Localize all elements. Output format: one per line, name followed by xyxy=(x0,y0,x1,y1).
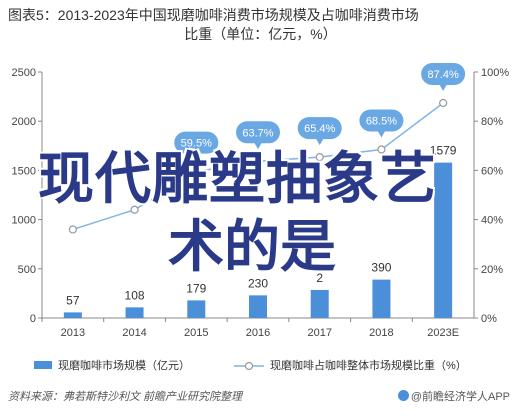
share-label-pointer xyxy=(254,142,262,150)
bar-value-label: 108 xyxy=(125,288,145,302)
x-tick-label: 2013 xyxy=(61,327,85,339)
share-label-bubble xyxy=(421,62,466,85)
left-tick-label: 0 xyxy=(30,313,36,325)
bar xyxy=(310,289,329,318)
left-tick-label: 1500 xyxy=(12,165,36,177)
share-label: 63.7% xyxy=(242,127,273,139)
title-line-2: 比重（单位：亿元，%） xyxy=(184,26,337,42)
right-tick-label: 100% xyxy=(481,67,509,79)
x-tick-label: 2018 xyxy=(369,327,393,339)
bar xyxy=(372,279,391,318)
share-label-bubble xyxy=(297,117,342,140)
share-label-bubble xyxy=(359,109,404,132)
bar-value-label: 179 xyxy=(186,281,206,295)
right-tick-label: 80% xyxy=(481,116,503,128)
left-tick-label: 2500 xyxy=(12,67,36,79)
right-tick-label: 60% xyxy=(481,165,503,177)
left-tick-label: 1000 xyxy=(12,215,36,227)
bar-value-label: 57 xyxy=(66,293,80,307)
share-label: 65.4% xyxy=(304,123,335,135)
x-tick-label: 2023E xyxy=(427,327,459,339)
share-label-pointer xyxy=(192,152,201,160)
share-point xyxy=(192,167,201,176)
share-label-pointer xyxy=(315,138,324,146)
share-point xyxy=(68,225,77,234)
right-tick-label: 20% xyxy=(481,264,503,276)
share-label-bubble xyxy=(236,121,280,144)
bar xyxy=(125,307,144,318)
bar-value-label: 390 xyxy=(371,261,391,275)
share-point xyxy=(377,145,386,154)
bar xyxy=(434,162,453,318)
x-tick-label: 2017 xyxy=(307,327,331,339)
share-point xyxy=(439,98,448,108)
brand-text: @前瞻经济学人APP xyxy=(410,391,510,403)
share-label-bubble xyxy=(174,131,219,154)
share-point xyxy=(130,205,139,214)
overlay-text-line-2: 术的是 xyxy=(168,215,336,280)
right-tick-label: 0% xyxy=(481,313,497,325)
title-line-1: 图表5：2013-2023年中国现磨咖啡消费市场规模及占咖啡消费市场 xyxy=(8,7,419,23)
left-tick-label: 2000 xyxy=(12,116,36,128)
share-label: 68.5% xyxy=(366,115,397,127)
share-point xyxy=(253,157,263,166)
bar xyxy=(187,300,206,318)
chart-title: 图表5：2013-2023年中国现磨咖啡消费市场规模及占咖啡消费市场 比重（单位… xyxy=(8,6,513,44)
source-note: 资料来源：弗若斯特沙利文 前瞻产业研究院整理 xyxy=(8,391,243,403)
brand-credit: @前瞻经济学人APP xyxy=(397,388,510,404)
x-tick-label: 2014 xyxy=(122,327,146,339)
bar xyxy=(63,312,82,318)
overlay-text-line-1: 现代雕塑抽象艺 xyxy=(38,147,437,212)
share-label: 87.4% xyxy=(428,69,459,81)
share-point xyxy=(315,153,324,162)
bar-value-label: 2 xyxy=(316,271,323,285)
share-label: 59.5% xyxy=(181,138,212,150)
bar xyxy=(249,295,267,318)
x-tick-label: 2016 xyxy=(246,327,270,339)
legend-line-marker xyxy=(244,361,254,371)
left-tick-label: 500 xyxy=(18,264,36,276)
brand-logo-icon xyxy=(397,390,409,401)
legend-line-label: 现磨咖啡占咖啡整体市场规模比重（%） xyxy=(270,358,467,372)
share-label-pointer xyxy=(439,83,448,91)
bar-value-label: 230 xyxy=(248,276,268,290)
legend-bar-swatch xyxy=(34,361,52,369)
x-tick-label: 2015 xyxy=(184,327,208,339)
share-label-pointer xyxy=(377,130,386,138)
right-tick-label: 40% xyxy=(481,215,503,227)
legend-bar-label: 现磨咖啡市场规模（亿元） xyxy=(58,358,190,372)
bar-value-label: 1579 xyxy=(430,144,457,158)
